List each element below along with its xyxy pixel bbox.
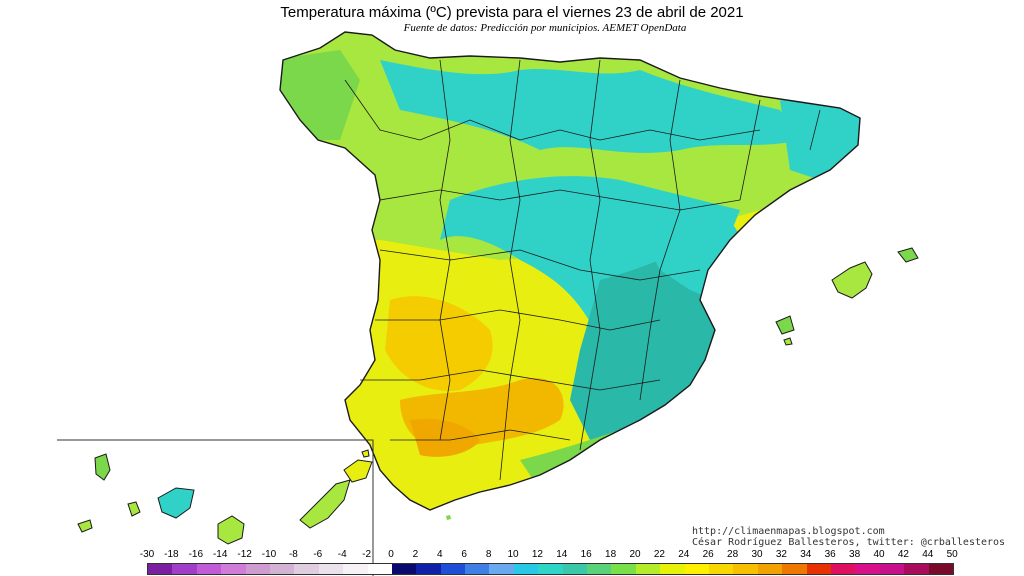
- legend-swatch: [148, 564, 173, 574]
- legend-tick-label: -16: [188, 549, 204, 560]
- legend-swatch: [611, 564, 636, 574]
- legend-swatch: [733, 564, 758, 574]
- legend-swatch: [587, 564, 612, 574]
- legend-tick-label: 20: [629, 549, 641, 560]
- credits-author: César Rodríguez Ballesteros, twitter: @c…: [692, 537, 1006, 548]
- legend-swatch: [635, 564, 661, 574]
- legend-tick-label: 30: [751, 549, 763, 560]
- legend-swatch: [660, 564, 685, 574]
- legend-swatch: [367, 564, 392, 574]
- legend-swatch: [343, 564, 368, 574]
- legend-tick-label: -12: [237, 549, 252, 560]
- legend-swatch: [538, 564, 563, 574]
- legend-swatch: [684, 564, 709, 574]
- legend-tick-label: -8: [288, 549, 298, 560]
- legend-swatch: [782, 564, 807, 574]
- map-credits: http://climaenmapas.blogspot.com César R…: [692, 526, 1005, 548]
- legend-tick-label: 2: [412, 549, 419, 560]
- legend-swatch: [879, 564, 905, 574]
- legend-tick-label: -30: [139, 549, 155, 560]
- legend-tick-label: 42: [897, 549, 909, 560]
- legend-tick-label: 8: [485, 549, 492, 560]
- legend-tick-label: -10: [261, 549, 277, 560]
- legend-tick-label: 0: [388, 549, 394, 560]
- alboran-islet: [446, 515, 451, 520]
- legend-tick-label: -2: [362, 549, 372, 560]
- legend-tick-label: 32: [775, 549, 787, 560]
- legend-tick-label: 36: [824, 549, 836, 560]
- legend-tick-label: 50: [946, 549, 958, 560]
- canary-inset-frame: [57, 439, 374, 576]
- legend-tick-label: -14: [212, 549, 228, 560]
- legend-swatch: [513, 564, 539, 574]
- balearic-islands: [775, 247, 919, 346]
- legend-swatch: [196, 564, 222, 574]
- legend-swatch: [269, 564, 295, 574]
- legend-swatch: [562, 564, 588, 574]
- legend-swatch: [806, 564, 831, 574]
- legend-tick-label: -18: [164, 549, 179, 560]
- map-title: Temperatura máxima (ºC) prevista para el…: [280, 4, 744, 21]
- legend-tick-label: 28: [727, 549, 739, 560]
- legend-tick-label: 16: [580, 549, 592, 560]
- legend-tick-label: -6: [313, 549, 323, 560]
- legend-swatch: [708, 564, 734, 574]
- province-borders: [344, 59, 821, 481]
- legend-swatch: [391, 564, 417, 574]
- legend-tick-label: 22: [653, 549, 665, 560]
- legend-tick-label: 10: [507, 549, 519, 560]
- legend-swatch: [757, 564, 783, 574]
- legend-swatch: [440, 564, 466, 574]
- legend-tick-label: -4: [337, 549, 347, 560]
- legend-swatch: [928, 564, 953, 574]
- legend-swatch: [294, 564, 319, 574]
- legend-swatch: [318, 564, 344, 574]
- legend-tick-label: 14: [556, 549, 568, 560]
- legend-swatch: [465, 564, 490, 574]
- legend-tick-label: 38: [849, 549, 861, 560]
- legend-swatch: [489, 564, 514, 574]
- legend-tick-label: 26: [702, 549, 714, 560]
- map-subtitle: Fuente de datos: Predicción por municipi…: [403, 22, 687, 34]
- legend-tick-label: 12: [531, 549, 543, 560]
- legend-tick-label: 18: [605, 549, 617, 560]
- legend-swatch: [172, 564, 197, 574]
- legend-tick-label: 24: [678, 549, 690, 560]
- legend-swatch: [855, 564, 880, 574]
- legend-swatch: [904, 564, 929, 574]
- legend-tick-label: 34: [800, 549, 812, 560]
- legend-swatch: [245, 564, 270, 574]
- legend-tick-label: 4: [437, 549, 443, 560]
- canary-islands: [77, 449, 373, 545]
- legend-tick-label: 6: [461, 549, 467, 560]
- legend-tick-label: 40: [873, 549, 885, 560]
- legend-tick-label: 44: [922, 549, 934, 560]
- legend-swatch: [830, 564, 856, 574]
- temperature-legend-bar: [147, 563, 954, 575]
- legend-swatch: [416, 564, 441, 574]
- legend-tick-labels: -30 -18 -16 -14 -12 -10 -8 -6 -4 -2 0 2 4 6 8 10 12 14 16 1…: [0, 549, 1024, 563]
- legend-swatch: [221, 564, 246, 574]
- credits-url: http://climaenmapas.blogspot.com: [692, 526, 885, 537]
